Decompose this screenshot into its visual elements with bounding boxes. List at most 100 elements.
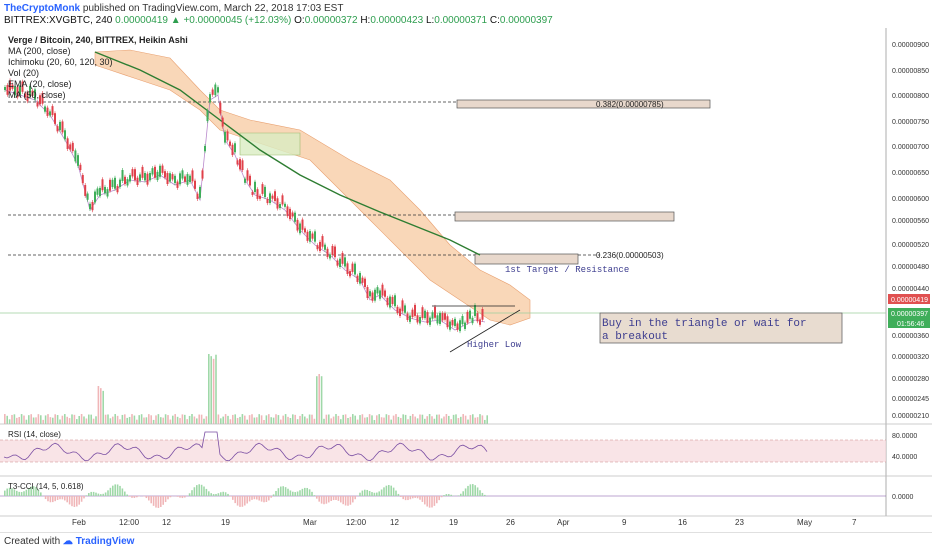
volume-bar [109, 418, 112, 424]
open-value: 0.00000372 [304, 15, 358, 26]
volume-bar [104, 414, 107, 424]
author-link[interactable]: TheCryptoMonk [4, 3, 81, 14]
volume-bar [296, 419, 299, 424]
volume-bar [404, 414, 407, 424]
cci-bar [68, 496, 71, 505]
candle [421, 307, 424, 319]
volume-bar [224, 414, 227, 424]
target-box [474, 253, 579, 265]
cci-bar [352, 496, 354, 503]
cci-bar [349, 496, 352, 505]
candle [409, 315, 411, 322]
candle [94, 191, 96, 203]
candle [51, 106, 54, 116]
volume-bar [354, 415, 356, 424]
time-tick-label: 9 [622, 518, 627, 527]
cci-bar [484, 494, 486, 496]
legend-ma50[interactable]: MA (50, close) [8, 90, 66, 100]
volume-bar [436, 414, 438, 424]
legend-ema20[interactable]: EMA (20, close) [8, 79, 72, 89]
cci-bar [445, 494, 448, 496]
candle [364, 278, 366, 287]
cci-bar [169, 496, 172, 498]
cci-bar [217, 493, 220, 496]
cci-bar [160, 496, 162, 507]
volume-bar [376, 415, 378, 424]
volume-bar [265, 415, 268, 424]
candle [181, 170, 184, 179]
volume-bar [304, 416, 306, 424]
volume-bar [11, 414, 13, 424]
volume-bar [40, 415, 42, 424]
cci-bar [54, 496, 56, 502]
candle [74, 150, 77, 162]
price-tick-label: 0.00000440 [892, 286, 929, 293]
price-tick-label: 0.00000210 [892, 413, 929, 420]
legend-ma200[interactable]: MA (200, close) [8, 46, 71, 56]
volume-bar [205, 416, 208, 424]
cci-bar [313, 495, 316, 496]
time-tick-label: 16 [678, 518, 687, 527]
cci-bar [479, 490, 481, 496]
open-label: O: [294, 15, 305, 26]
candle [339, 258, 341, 267]
cci-bar [383, 487, 385, 496]
legend-ichimoku[interactable]: Ichimoku (20, 60, 120, 30) [8, 57, 113, 67]
cci-bar [328, 496, 330, 503]
cci-bar [95, 492, 97, 496]
cci-bar [119, 485, 121, 496]
candle [136, 177, 139, 185]
cci-bar [80, 496, 83, 502]
candle [139, 174, 141, 181]
volume-bar [167, 415, 169, 424]
legend-volume[interactable]: Vol (20) [8, 68, 40, 78]
cci-bar [376, 492, 378, 496]
cci-bar [424, 496, 426, 505]
volume-bar [8, 419, 11, 424]
cci-bar [181, 496, 184, 499]
candle [119, 179, 121, 187]
cci-bar [419, 496, 421, 500]
cci-bar [421, 496, 424, 502]
cci-bar [292, 491, 294, 496]
volume-bar [371, 415, 373, 424]
volume-bar [400, 417, 402, 424]
cci-bar [476, 487, 479, 496]
price-tick-label: 0.00000850 [892, 68, 929, 75]
volume-bar [80, 414, 83, 424]
volume-bar [73, 414, 76, 424]
volume-bar [234, 414, 236, 424]
volume-bar [184, 414, 186, 424]
volume-bar [61, 415, 64, 424]
candle [156, 171, 159, 181]
ma200-line [94, 51, 481, 256]
candle [314, 231, 316, 242]
cci-bar [407, 496, 409, 501]
cci-bar [258, 496, 260, 501]
volume-bar [116, 415, 119, 424]
candle [49, 111, 51, 116]
cci-bar [270, 496, 272, 498]
volume-bar [409, 415, 412, 424]
time-tick-label: 26 [506, 518, 515, 527]
volume-bar [476, 417, 479, 424]
tradingview-brand[interactable]: TradingView [75, 536, 135, 547]
volume-bar [332, 416, 335, 424]
candle [96, 188, 99, 195]
candle [77, 155, 79, 166]
legend-main: Verge / Bitcoin, 240, BITTREX, Heikin As… [8, 35, 188, 45]
candle [204, 145, 206, 152]
volume-bar [66, 416, 68, 424]
candle [249, 175, 251, 186]
chart-canvas[interactable]: 0.382(0.00000785) 0.236(0.00000503) 1st Ta… [0, 0, 932, 532]
cci-bar [373, 492, 376, 496]
candle [209, 94, 211, 103]
candle [386, 297, 389, 306]
candle [71, 142, 74, 152]
candle [404, 305, 406, 313]
volume-bar [407, 419, 409, 424]
candle [169, 173, 171, 182]
candle [109, 179, 111, 191]
cci-bar [335, 496, 337, 500]
cci-bar [397, 493, 400, 496]
